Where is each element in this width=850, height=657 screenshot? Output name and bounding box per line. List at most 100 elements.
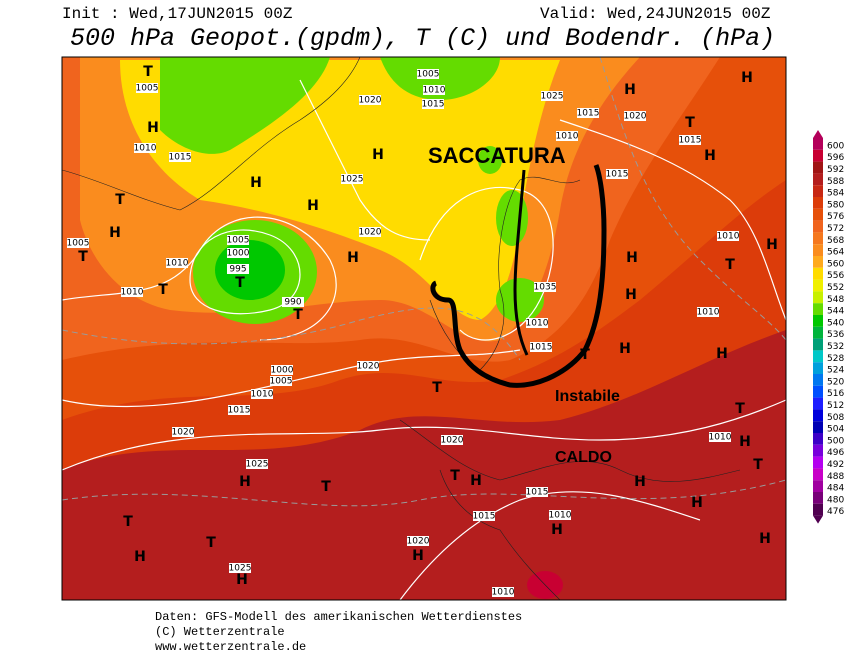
pressure-center: T (78, 249, 88, 265)
scale-swatch (813, 492, 823, 504)
scale-swatch (813, 315, 823, 327)
footer-source: Daten: GFS-Modell des amerikanischen Wet… (155, 610, 522, 624)
low-small (478, 146, 502, 174)
isobar-label: 1020 (359, 228, 382, 238)
label-bg (556, 131, 578, 141)
scale-swatch (813, 303, 823, 315)
isobar-label: 1025 (229, 564, 252, 574)
isobar-label: 1015 (228, 406, 251, 416)
scale-label: 480 (827, 495, 844, 505)
isobar-label: 1020 (441, 436, 464, 446)
label-bg (441, 435, 463, 445)
isobar-label: 1010 (251, 390, 274, 400)
label-bg (417, 69, 439, 79)
label-bg (136, 83, 158, 93)
map-area (62, 57, 786, 600)
pressure-center: H (741, 70, 753, 86)
scale-label: 584 (827, 189, 844, 199)
low-atlantic-core (215, 240, 285, 300)
isobar-label: 1020 (357, 362, 380, 372)
scale-label: 484 (827, 484, 844, 494)
pressure-center: H (739, 434, 751, 450)
pressure-center: T (158, 282, 168, 298)
scale-label: 532 (827, 342, 844, 352)
map-title: 500 hPa Geopot.(gpdm), T (C) und Bodendr… (70, 24, 775, 53)
label-bg (121, 287, 143, 297)
pressure-center: T (123, 514, 133, 530)
isobar-label: 1010 (549, 511, 572, 521)
pressure-center: H (766, 237, 778, 253)
pressure-center: T (235, 275, 245, 291)
pressure-center: H (412, 548, 424, 564)
label-bg (169, 152, 191, 162)
annotation-caldo: CALDO (555, 449, 612, 466)
pressure-center: T (753, 457, 763, 473)
isobar-label: 1015 (577, 109, 600, 119)
scale-swatch (813, 220, 823, 233)
pressure-center: H (372, 147, 384, 163)
scale-swatch (813, 362, 823, 374)
scale-label: 504 (827, 425, 844, 435)
isobar-label: 1010 (556, 132, 579, 142)
isobar-label: 1005 (67, 239, 90, 249)
label-bg (229, 563, 251, 573)
footer-url: www.wetterzentrale.de (155, 640, 306, 654)
low-baltic (496, 278, 544, 322)
scale-label: 572 (827, 224, 844, 234)
isobars (62, 79, 786, 600)
temperature-lines (62, 57, 786, 507)
scale-swatch (813, 326, 823, 339)
scale-label: 556 (827, 271, 844, 281)
pressure-center: T (432, 380, 442, 396)
scale-swatch (813, 267, 823, 280)
pressure-center: H (759, 531, 771, 547)
scale-label: 500 (827, 436, 844, 446)
scale-swatch (813, 444, 823, 457)
isobar-label: 1010 (423, 86, 446, 96)
scale-swatch (813, 421, 823, 433)
isobar-label: 1005 (417, 70, 440, 80)
scale-label: 516 (827, 389, 844, 399)
pressure-center: T (321, 479, 331, 495)
pressure-center: H (239, 474, 251, 490)
annotation-saccatura: SACCATURA (428, 143, 566, 168)
pressure-center: H (147, 120, 159, 136)
pressure-center: H (704, 148, 716, 164)
label-bg (407, 536, 429, 546)
scale-label: 528 (827, 354, 844, 364)
isobar-label: 1015 (526, 488, 549, 498)
isobar-label: 1015 (169, 153, 192, 163)
isobar-label: 990 (284, 298, 301, 308)
trough-outline (430, 164, 607, 388)
scale-swatch (813, 232, 823, 245)
scale-swatch (813, 480, 823, 492)
scale-label: 600 (827, 141, 844, 151)
scale-label: 596 (827, 153, 844, 163)
scale-label: 576 (827, 212, 844, 222)
isobar-label: 1020 (624, 112, 647, 122)
label-bg (473, 511, 495, 521)
scale-swatch (813, 385, 823, 398)
scale-label: 512 (827, 401, 844, 411)
scale-label: 496 (827, 448, 844, 458)
label-bg (271, 365, 293, 375)
isobar-label: 1005 (270, 377, 293, 387)
scale-swatch (813, 244, 823, 256)
scale-swatch (813, 279, 823, 292)
scale-swatch (813, 338, 823, 351)
isobar-label: 1005 (136, 84, 159, 94)
scale-swatch (813, 208, 823, 221)
label-bg (282, 297, 304, 307)
label-bg (172, 427, 194, 437)
pressure-center: H (109, 225, 121, 241)
isobar-label: 1025 (246, 460, 269, 470)
isobar-label: 1010 (717, 232, 740, 242)
pressure-center: H (307, 198, 319, 214)
scale-swatch (813, 197, 823, 209)
low-west-greenland (160, 57, 330, 154)
pressure-center: H (619, 341, 631, 357)
scale-label: 476 (827, 507, 844, 517)
pressure-center: T (735, 401, 745, 417)
footer-copyright: (C) Wetterzentrale (155, 625, 285, 639)
